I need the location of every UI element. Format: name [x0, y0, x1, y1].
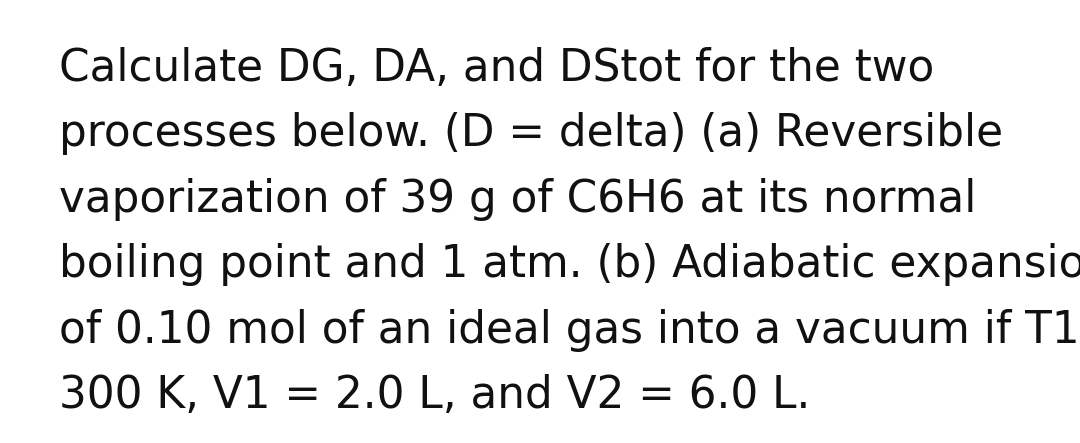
Text: of 0.10 mol of an ideal gas into a vacuum if T1 =: of 0.10 mol of an ideal gas into a vacuu… — [59, 309, 1080, 352]
Text: Calculate DG, DA, and DStot for the two: Calculate DG, DA, and DStot for the two — [59, 47, 934, 89]
Text: processes below. (D = delta) (a) Reversible: processes below. (D = delta) (a) Reversi… — [59, 112, 1003, 155]
Text: vaporization of 39 g of C6H6 at its normal: vaporization of 39 g of C6H6 at its norm… — [59, 178, 976, 221]
Text: 300 K, V1 = 2.0 L, and V2 = 6.0 L.: 300 K, V1 = 2.0 L, and V2 = 6.0 L. — [59, 374, 811, 417]
Text: boiling point and 1 atm. (b) Adiabatic expansion: boiling point and 1 atm. (b) Adiabatic e… — [59, 243, 1080, 286]
